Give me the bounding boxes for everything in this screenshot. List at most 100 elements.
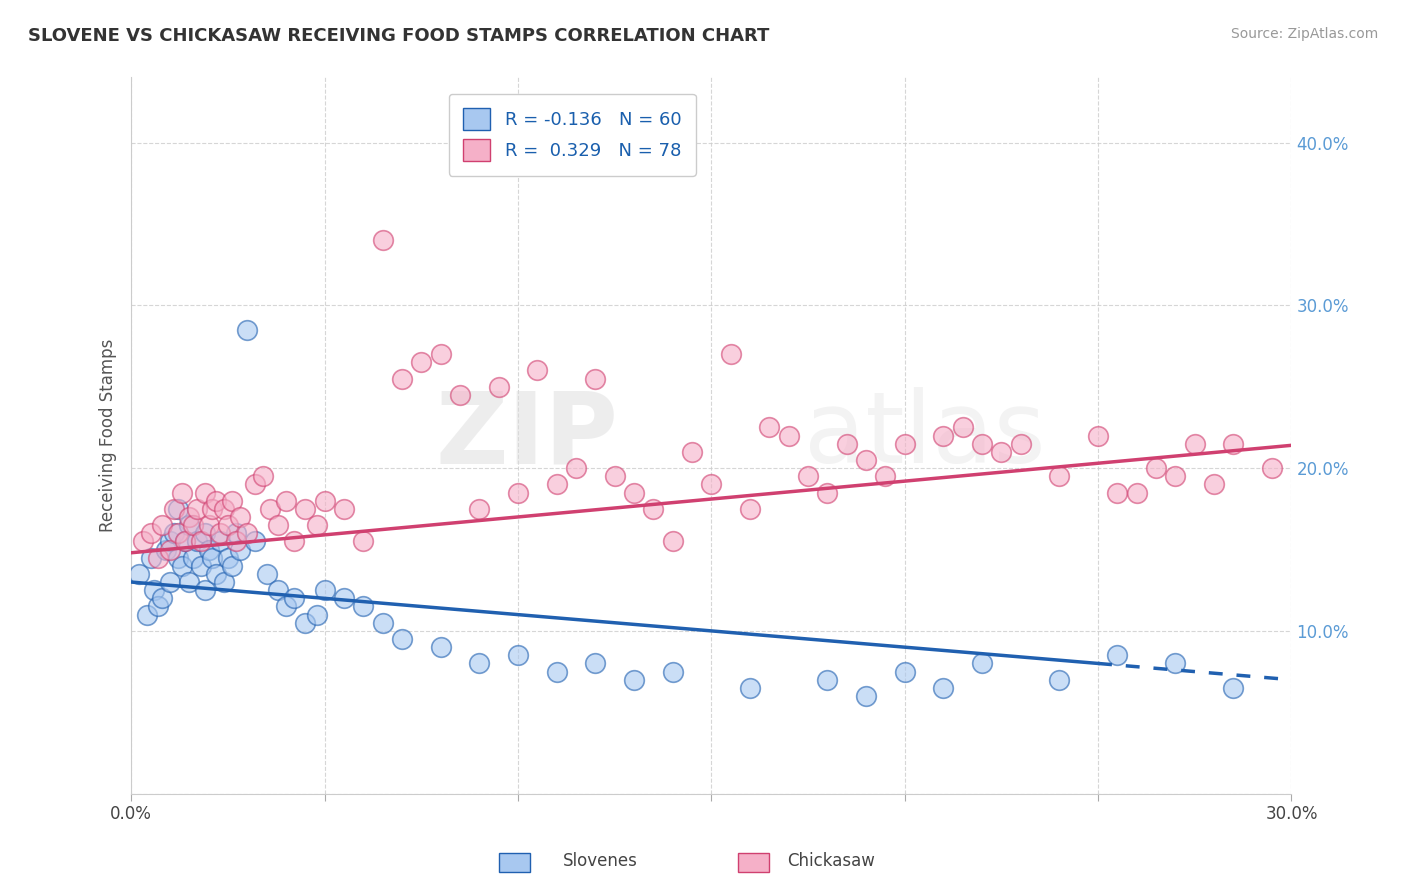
Point [371,233,394,247]
Point [1047,469,1070,483]
Point [274,493,297,508]
Point [855,689,877,703]
Point [181,550,204,565]
Point [305,518,328,533]
Point [179,510,201,524]
Point [201,550,224,565]
Point [267,583,290,598]
Point [1107,485,1129,500]
Point [488,380,510,394]
Point [186,501,208,516]
Point [506,648,529,663]
Point [758,420,780,434]
Point [855,453,877,467]
Point [205,566,228,581]
Point [583,657,606,671]
Text: ZIP: ZIP [436,387,619,484]
Point [221,558,243,573]
Point [738,681,761,695]
Point [1222,681,1244,695]
Point [661,534,683,549]
Point [243,534,266,549]
Point [314,493,336,508]
Point [190,534,212,549]
Point [197,542,219,557]
Point [212,575,235,590]
Point [294,501,316,516]
Point [1107,648,1129,663]
Point [468,501,491,516]
Point [221,493,243,508]
Point [546,665,568,679]
Legend: R = -0.136   N = 60, R =  0.329   N = 78: R = -0.136 N = 60, R = 0.329 N = 78 [449,94,696,176]
Point [932,681,955,695]
Point [506,485,529,500]
Point [565,461,588,475]
Point [1010,436,1032,450]
Point [893,665,915,679]
Point [283,591,305,606]
Point [225,534,247,549]
Point [174,534,197,549]
Point [1047,673,1070,687]
Point [163,501,186,516]
Point [1222,436,1244,450]
Point [267,518,290,533]
Point [661,665,683,679]
Point [194,583,217,598]
Point [932,428,955,442]
Point [546,477,568,491]
Point [194,526,217,541]
Point [159,534,181,549]
Point [274,599,297,614]
Point [181,518,204,533]
Point [259,501,281,516]
Point [875,469,897,483]
Point [352,534,374,549]
Point [294,615,316,630]
Point [391,632,413,646]
Point [1261,461,1284,475]
Point [186,534,208,549]
Point [166,550,188,565]
Point [835,436,858,450]
Point [1164,469,1187,483]
Text: Slovenes: Slovenes [562,852,637,870]
Point [179,518,201,533]
Point [314,583,336,598]
Point [1126,485,1149,500]
Point [643,501,665,516]
Point [209,534,232,549]
Point [150,518,173,533]
Point [970,436,993,450]
Point [243,477,266,491]
Point [283,534,305,549]
Point [174,534,197,549]
Point [815,485,838,500]
Point [1184,436,1206,450]
Point [170,558,193,573]
Point [429,640,451,655]
Point [778,428,800,442]
Point [990,445,1012,459]
Point [135,607,157,622]
Point [720,347,742,361]
Point [132,534,155,549]
Point [352,599,374,614]
Point [148,599,170,614]
Point [194,485,217,500]
Point [139,526,162,541]
Point [159,542,181,557]
Text: Source: ZipAtlas.com: Source: ZipAtlas.com [1230,27,1378,41]
Point [952,420,974,434]
Point [128,566,150,581]
Point [150,591,173,606]
Point [236,323,259,337]
Text: atlas: atlas [804,387,1046,484]
Point [166,501,188,516]
Point [333,501,356,516]
Point [449,388,471,402]
Point [170,485,193,500]
Point [583,371,606,385]
Point [228,510,250,524]
